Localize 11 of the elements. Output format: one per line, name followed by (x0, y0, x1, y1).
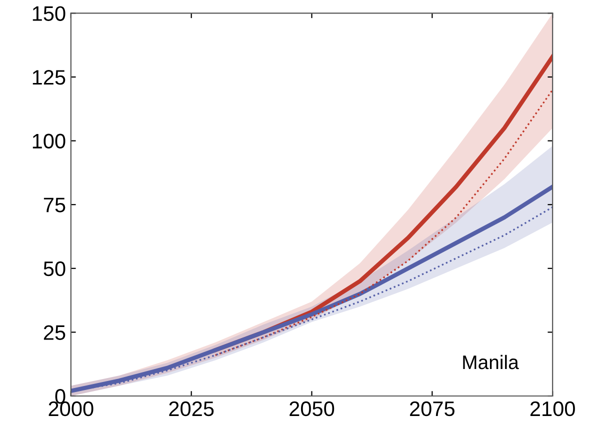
y-tick-label: 150 (32, 6, 66, 21)
y-tick-label: 100 (32, 134, 66, 149)
y-tick-label: 25 (44, 325, 66, 340)
x-tick-label: 2075 (410, 401, 454, 416)
y-tick-label: 50 (44, 261, 66, 276)
annotation: Manila (463, 354, 519, 370)
y-tick-label: 125 (32, 70, 66, 85)
y-tick-label: 75 (44, 198, 66, 212)
x-tick-label: 2100 (530, 401, 575, 416)
x-tick-label: 2050 (290, 401, 334, 416)
x-tick-label: 2025 (169, 401, 214, 416)
